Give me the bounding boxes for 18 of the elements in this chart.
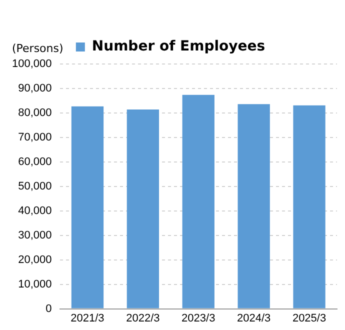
y-tick-label: 100,000 [12,58,52,70]
y-tick-label: 90,000 [18,82,52,95]
x-tick-label: 2025/3 [292,312,326,324]
y-tick-label: 80,000 [18,106,52,119]
y-tick-label: 40,000 [18,204,52,217]
y-tick-label: 0 [46,302,52,315]
y-tick-label: 10,000 [18,278,52,290]
x-tick-label: 2022/3 [126,312,160,324]
y-tick-label: 60,000 [18,156,52,168]
y-tick-label: 70,000 [18,131,52,144]
x-tick-label: 2023/3 [182,312,216,324]
legend-label: Number of Employees [92,38,266,55]
y-tick-label: 50,000 [18,180,52,192]
x-tick-label: 2024/3 [237,312,271,324]
y-tick-label: 20,000 [18,254,52,266]
y-axis-title: (Persons) [12,42,64,55]
x-tick-label: 2021/3 [70,312,104,324]
y-tick-label: 30,000 [18,229,52,242]
